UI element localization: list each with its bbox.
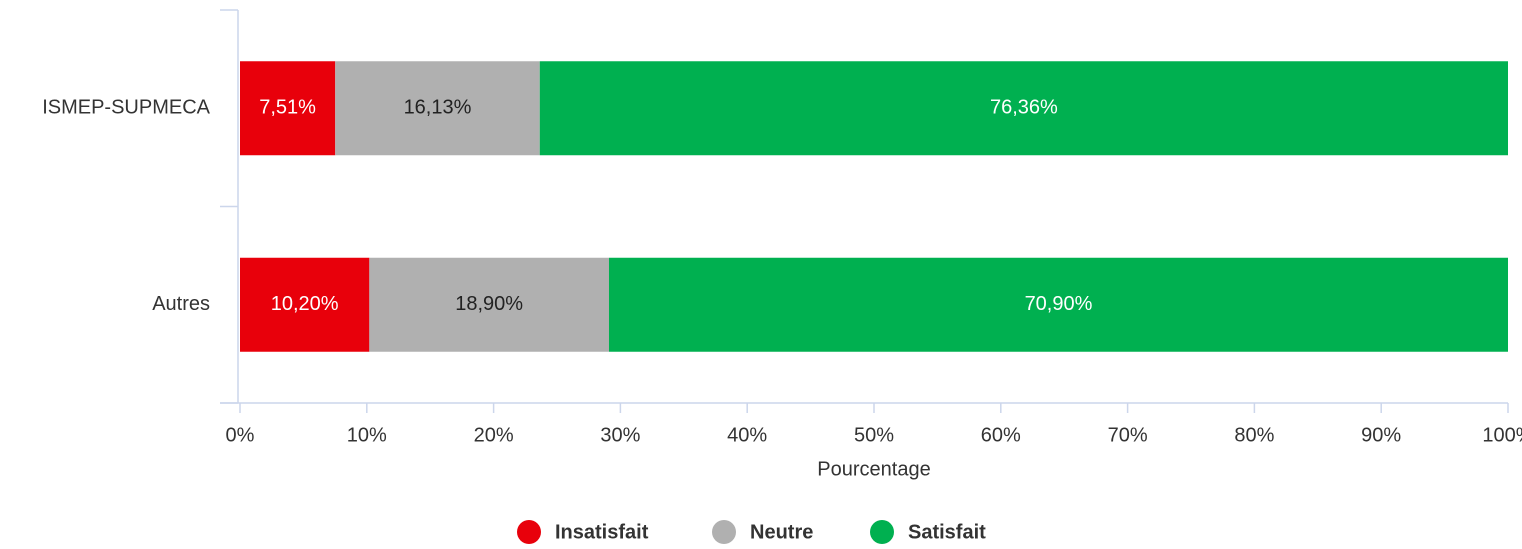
x-tick-label: 80% xyxy=(1234,424,1274,446)
legend-marker xyxy=(870,520,894,544)
data-label: 10,20% xyxy=(271,293,339,315)
x-tick-label: 60% xyxy=(981,424,1021,446)
data-label: 70,90% xyxy=(1025,293,1093,315)
x-tick-label: 100% xyxy=(1482,424,1522,446)
x-axis-title: Pourcentage xyxy=(817,458,930,480)
bar-segment xyxy=(608,257,1508,352)
x-tick-label: 0% xyxy=(226,424,255,446)
legend-label: Neutre xyxy=(750,521,813,543)
y-tick-label: ISMEP-SUPMECA xyxy=(42,97,210,119)
data-label: 16,13% xyxy=(404,97,472,119)
x-tick-label: 30% xyxy=(600,424,640,446)
x-tick-label: 90% xyxy=(1361,424,1401,446)
x-tick-label: 20% xyxy=(474,424,514,446)
x-tick-label: 40% xyxy=(727,424,767,446)
legend-marker xyxy=(517,520,541,544)
bar-segment xyxy=(539,61,1508,156)
legend-label: Satisfait xyxy=(908,521,986,543)
data-label: 18,90% xyxy=(455,293,523,315)
data-label: 7,51% xyxy=(259,97,316,119)
x-tick-label: 70% xyxy=(1108,424,1148,446)
x-tick-label: 50% xyxy=(854,424,894,446)
data-label: 76,36% xyxy=(990,97,1058,119)
bar-segment xyxy=(335,61,540,156)
y-tick-label: Autres xyxy=(152,293,210,315)
bar-segment xyxy=(240,61,336,156)
bar-segment xyxy=(240,257,370,352)
legend-marker xyxy=(712,520,736,544)
legend-label: Insatisfait xyxy=(555,521,649,543)
x-tick-label: 10% xyxy=(347,424,387,446)
bar-segment xyxy=(369,257,609,352)
